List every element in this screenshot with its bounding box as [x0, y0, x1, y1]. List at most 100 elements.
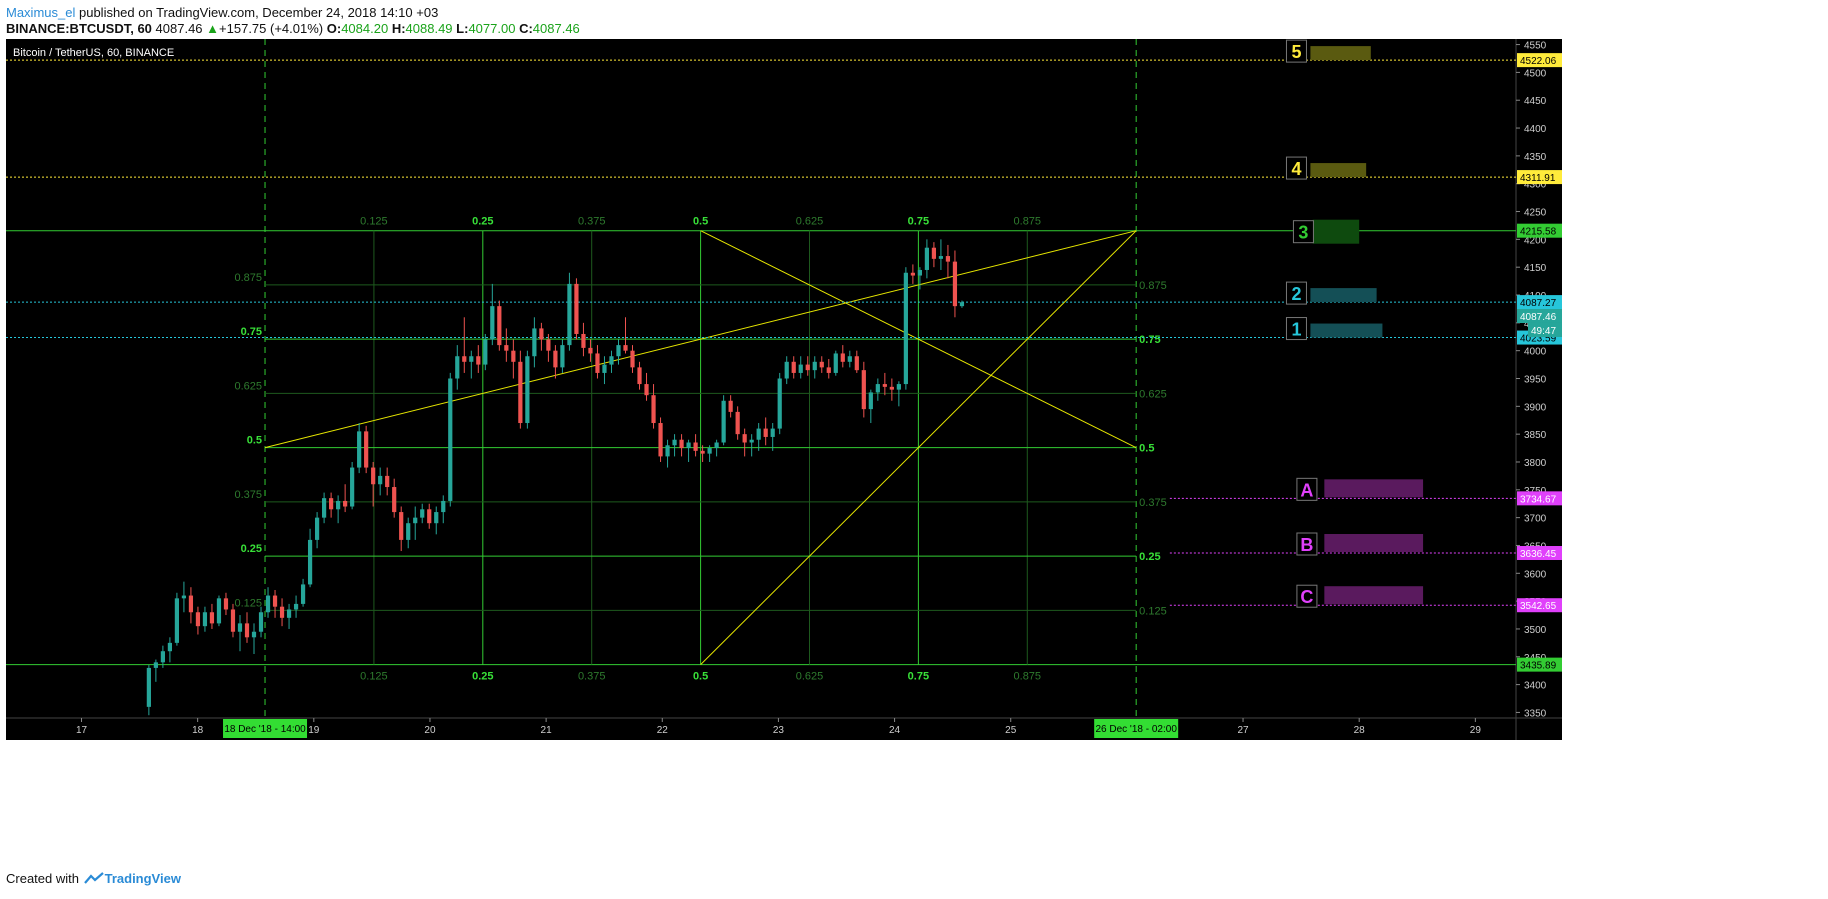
candle-body [265, 595, 271, 613]
candle-body [756, 428, 761, 440]
price-tick-label: 4150 [1524, 263, 1547, 274]
candle-body [195, 612, 201, 627]
candle-body [707, 448, 712, 454]
price-axis-label-bg [1517, 223, 1562, 238]
candle-body [609, 356, 614, 365]
candle-body [644, 384, 649, 396]
target-zone-box [1312, 219, 1360, 244]
candle-body [945, 256, 951, 262]
candle-body [840, 353, 845, 362]
candle-body [202, 612, 208, 627]
candle-body [819, 361, 824, 368]
candle-body [763, 428, 768, 437]
candle-body [616, 345, 621, 357]
time-axis-marker-bg [1094, 719, 1179, 738]
target-zone-box [1310, 163, 1367, 178]
target-marker: 1 [1291, 320, 1301, 340]
candle-body [770, 428, 775, 437]
publish-line: Maximus_el published on TradingView.com,… [6, 5, 438, 20]
price-axis-label: 3435.89 [1520, 661, 1557, 672]
price-tick-label: 3600 [1524, 569, 1547, 580]
price-tick-label: 4350 [1524, 152, 1547, 163]
candle-body [651, 395, 656, 424]
price-tick-label: 3950 [1524, 375, 1547, 386]
countdown-label-bg [1528, 322, 1562, 337]
fib-time-label-bottom: 0.875 [1014, 671, 1042, 683]
candle-body [959, 302, 965, 307]
price-tick-label: 4400 [1524, 124, 1547, 135]
candle-body [455, 356, 460, 379]
close-value: 4087.46 [532, 21, 580, 36]
chart-title: Bitcoin / TetherUS, 60, BINANCE [13, 47, 174, 59]
candle-body [742, 434, 747, 443]
price-tick-label: 4450 [1524, 96, 1547, 107]
candle-body [216, 598, 222, 624]
candle-body [532, 328, 537, 357]
price-axis-label: 3636.45 [1520, 549, 1557, 560]
author-link[interactable]: Maximus_el [6, 5, 76, 20]
change-value: +157.75 (+4.01%) [219, 21, 324, 36]
candle-body [672, 439, 677, 446]
low-label: L: [456, 21, 469, 36]
candle-body [847, 356, 852, 362]
price-axis-label-bg [1517, 598, 1562, 613]
target-zone-box [1324, 479, 1424, 498]
last-price: 4087.46 [155, 21, 203, 36]
candle-body [378, 475, 383, 485]
price-tick-label: 3350 [1524, 708, 1547, 719]
candle-body [749, 439, 754, 443]
candle-body [525, 356, 530, 424]
candle-body [371, 467, 376, 485]
candle-body [567, 283, 572, 346]
fib-time-label-top: 0.875 [1014, 216, 1042, 228]
price-axis-label: 4522.06 [1520, 56, 1557, 67]
candle-body [665, 445, 670, 457]
tradingview-link[interactable]: TradingView [104, 871, 181, 886]
candle-body [777, 378, 782, 429]
fib-time-label-bottom: 0.25 [472, 671, 493, 683]
candle-body [462, 356, 467, 362]
price-tick-label: 3900 [1524, 402, 1547, 413]
time-tick-label: 29 [1470, 725, 1482, 736]
candle-body [539, 328, 544, 340]
fan-line [700, 230, 1137, 665]
target-marker-box [1285, 281, 1307, 305]
candle-body [307, 539, 313, 585]
fib-time-label-top: 0.75 [908, 216, 929, 228]
fib-time-label-top: 0.25 [472, 216, 493, 228]
candle-body [160, 651, 165, 663]
target-marker-box [1296, 584, 1318, 608]
price-tick-label: 4000 [1524, 347, 1547, 358]
price-tick-label: 4500 [1524, 68, 1547, 79]
price-tick-label: 3800 [1524, 458, 1547, 469]
candle-body [511, 350, 516, 362]
price-axis-label-bg [1517, 53, 1562, 68]
candle-body [574, 283, 579, 334]
candle-body [321, 498, 327, 518]
published-text: published on TradingView.com, December 2… [78, 5, 439, 20]
candle-body [924, 247, 930, 270]
candle-body [735, 411, 740, 435]
target-marker: 2 [1291, 284, 1301, 304]
candle-body [560, 345, 565, 368]
fan-line [264, 230, 1137, 449]
candle-body [504, 345, 509, 351]
candle-body [686, 442, 691, 449]
candle-body [938, 256, 944, 259]
symbol-label: BINANCE:BTCUSDT, 60 [6, 21, 152, 36]
price-axis-label: 3542.65 [1520, 601, 1557, 612]
price-axis-label-bg [1517, 295, 1562, 310]
candle-body [903, 272, 908, 385]
price-tick-label: 3750 [1524, 486, 1547, 497]
target-marker: A [1300, 480, 1313, 500]
candle-body [244, 623, 250, 638]
price-axis-label: 4311.91 [1520, 173, 1556, 184]
target-zone-box [1310, 323, 1383, 338]
candle-body [595, 353, 600, 373]
candle-body [167, 642, 172, 652]
fib-price-label-right: 0.625 [1139, 388, 1167, 400]
candle-body [882, 384, 887, 387]
candle-body [364, 431, 369, 468]
price-tick-label: 3850 [1524, 430, 1547, 441]
